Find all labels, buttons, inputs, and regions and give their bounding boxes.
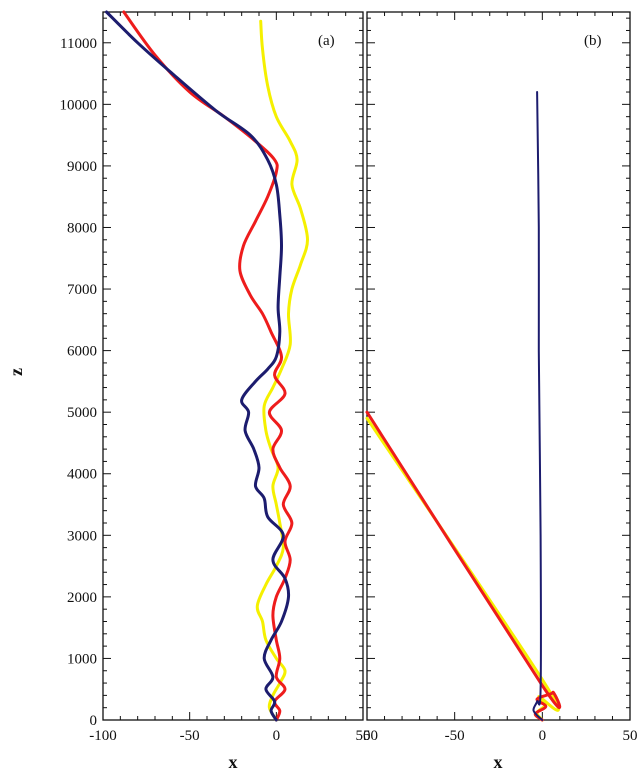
panel-b-x-tick-label: 50 [623, 728, 638, 744]
panel-b-frame [366, 11, 631, 721]
y-tick-label: 5000 [67, 405, 97, 421]
panel-a-x-tick-label: 50 [356, 728, 371, 744]
panel-a-x-tick-label: -50 [180, 728, 200, 744]
y-tick-label: 8000 [67, 220, 97, 236]
y-tick-label: 3000 [67, 528, 97, 544]
panel-b-label: (b) [584, 33, 602, 49]
y-tick-label: 11000 [60, 36, 97, 52]
panel-b-series-2-line [365, 410, 562, 722]
y-tick-label: 2000 [67, 590, 97, 606]
y-axis-title: z [6, 368, 26, 376]
y-tick-label: 10000 [60, 97, 98, 113]
y-tick-label: 6000 [67, 344, 97, 360]
y-tick-label: 0 [90, 713, 98, 729]
y-tick-label: 7000 [67, 282, 97, 298]
y-tick-label: 9000 [67, 159, 97, 175]
y-tick-label: 4000 [67, 467, 97, 483]
panel-a-x-tick-label: 0 [273, 728, 281, 744]
panel-b-series-1-line [365, 416, 560, 722]
panel-a-series-2-line [122, 10, 294, 722]
panel-a-label: (a) [318, 33, 335, 49]
y-tick-label: 1000 [67, 651, 97, 667]
panel-b-x-tick-label: 50 [363, 728, 378, 744]
panel-b-series-3-line [532, 91, 544, 721]
panel-b-x-tick-label: 0 [539, 728, 547, 744]
panel-a-series-3-line [105, 10, 291, 722]
panel-a: (a) 0 1000 2000 3000 4000 5000 6000 7000 8000 900… [60, 10, 371, 744]
panel-a-series-1-line [255, 19, 309, 722]
panel-b-x-tick-label: -50 [445, 728, 465, 744]
panel-a-frame [102, 11, 364, 721]
panel-b: (b) 50 -50 0 50 [363, 11, 638, 744]
panel-a-x-tick-label: -100 [89, 728, 117, 744]
panel-a-x-axis-title: x [229, 752, 238, 772]
panel-b-x-axis-title: x [494, 752, 503, 772]
